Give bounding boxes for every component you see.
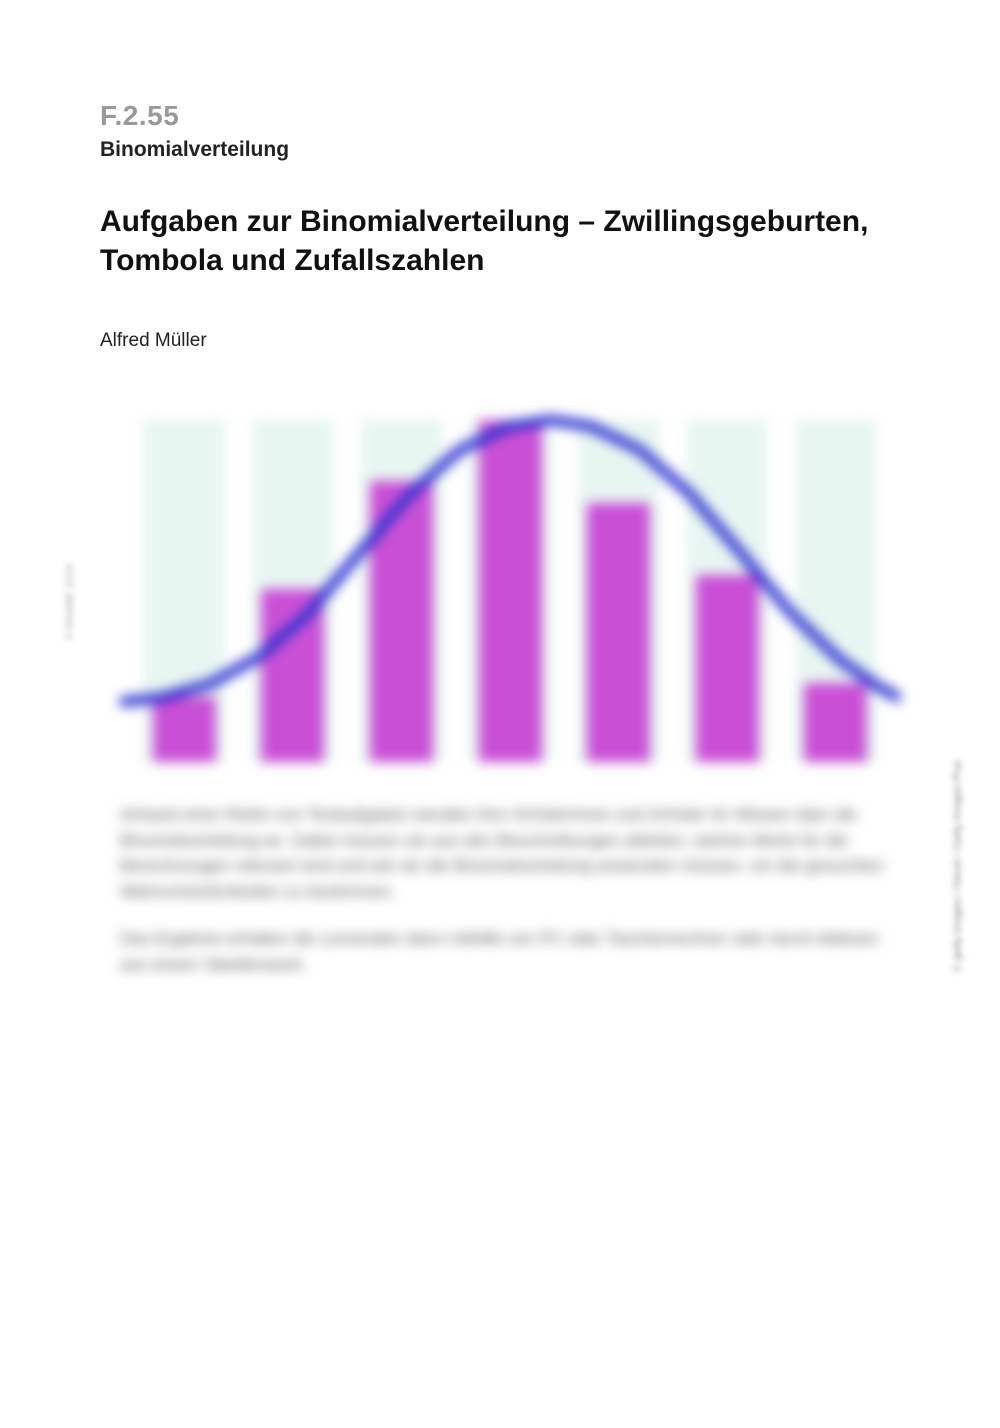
doc-section: Binomialverteilung	[100, 138, 910, 162]
paragraph-1: Anhand einer Reihe von Textaufgaben wend…	[120, 802, 910, 904]
doc-code: F.2.55	[100, 100, 910, 132]
paragraph-2: Das Ergebnis erhalten die Lernenden dann…	[120, 926, 910, 977]
doc-author: Alfred Müller	[100, 330, 910, 352]
distribution-chart	[120, 402, 900, 762]
bell-curve	[120, 402, 900, 762]
document-page: F.2.55 Binomialverteilung Aufgaben zur B…	[0, 0, 1000, 1428]
credit-left: © RAABE 2024	[64, 564, 76, 640]
credit-right: © getty images / iStock / Getty Images P…	[952, 760, 964, 972]
body-text: Anhand einer Reihe von Textaufgaben wend…	[120, 802, 910, 977]
doc-title: Aufgaben zur Binomialverteilung – Zwilli…	[100, 202, 900, 280]
